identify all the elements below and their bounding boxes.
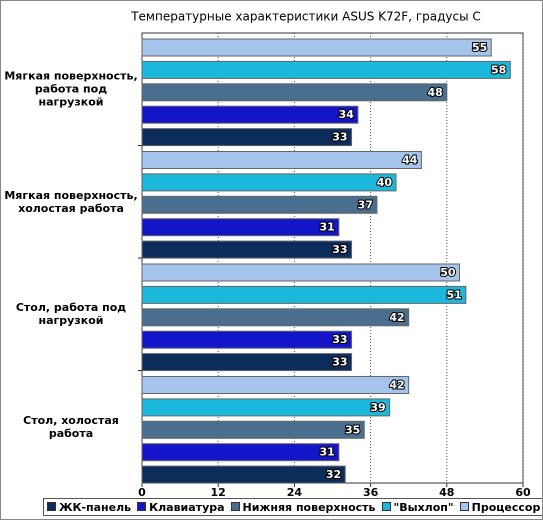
bar <box>141 173 397 192</box>
x-tick-label: 12 <box>211 486 226 499</box>
legend-item: Нижняя поверхность <box>230 500 376 514</box>
value-label: 34 <box>339 108 355 121</box>
legend-swatch <box>47 501 56 511</box>
bar <box>141 38 492 57</box>
value-label: 31 <box>320 446 335 459</box>
value-label: 33 <box>332 131 347 144</box>
x-tick-label: 0 <box>138 486 146 499</box>
value-label: 32 <box>326 468 341 481</box>
value-label: 39 <box>370 401 385 414</box>
legend-label: Клавиатура <box>149 500 225 514</box>
bar <box>141 285 467 304</box>
value-label: 55 <box>472 41 487 54</box>
value-label: 51 <box>447 288 462 301</box>
bar <box>141 308 410 327</box>
category-label: Мягкая поверхность, холостая работа <box>4 188 138 215</box>
value-label: 48 <box>427 86 442 99</box>
x-tick-label: 36 <box>363 486 379 499</box>
value-label: 33 <box>332 243 347 256</box>
legend-swatch <box>381 501 391 511</box>
legend-swatch <box>137 501 147 511</box>
x-tick-label: 24 <box>287 486 303 499</box>
value-label: 58 <box>491 63 506 76</box>
legend: ЖК-панель Клавиатура Нижняя поверхность "Вы… <box>43 498 542 516</box>
legend-item: "Выхлоп" <box>381 500 454 514</box>
bar <box>141 218 340 237</box>
legend-swatch <box>230 501 240 511</box>
legend-item: ЖК-панель <box>47 501 131 514</box>
value-label: 50 <box>440 266 456 279</box>
legend-label: Нижняя поверхность <box>242 500 376 514</box>
chart-title: Температурные характеристики ASUS K72F, … <box>130 10 481 24</box>
value-label: 31 <box>320 221 335 234</box>
legend-label: ЖК-панель <box>59 500 132 514</box>
bar <box>141 195 378 214</box>
legend-swatch <box>459 501 469 511</box>
bar <box>141 330 353 349</box>
legend-item: Клавиатура <box>137 500 225 514</box>
legend-item: Процессор <box>459 500 541 514</box>
bar <box>141 105 359 124</box>
bar <box>141 83 448 102</box>
bar <box>141 443 340 462</box>
value-label: 42 <box>389 379 404 392</box>
value-label: 33 <box>332 356 347 369</box>
x-tick-label: 60 <box>515 486 531 499</box>
value-label: 37 <box>358 198 373 211</box>
bar <box>141 376 410 394</box>
bar <box>141 128 353 147</box>
value-label: 35 <box>345 423 360 436</box>
legend-label: "Выхлоп" <box>393 500 454 514</box>
bar <box>141 151 422 169</box>
category-label: Стол, работа под нагрузкой <box>15 301 127 328</box>
value-label: 40 <box>377 176 393 189</box>
category-label: Мягкая поверхность, работа под нагрузкой <box>4 69 138 109</box>
bar <box>141 60 511 79</box>
bar <box>141 465 346 484</box>
x-tick-label: 48 <box>439 486 454 499</box>
bar <box>141 398 391 417</box>
bar <box>141 240 353 259</box>
category-label: Стол, холостая работа <box>23 413 119 440</box>
value-label: 42 <box>389 311 404 324</box>
legend-label: Процессор <box>471 500 541 514</box>
bar <box>141 263 460 282</box>
value-label: 44 <box>402 154 418 167</box>
bar <box>141 420 365 439</box>
bar <box>141 353 353 372</box>
value-label: 33 <box>332 333 347 346</box>
